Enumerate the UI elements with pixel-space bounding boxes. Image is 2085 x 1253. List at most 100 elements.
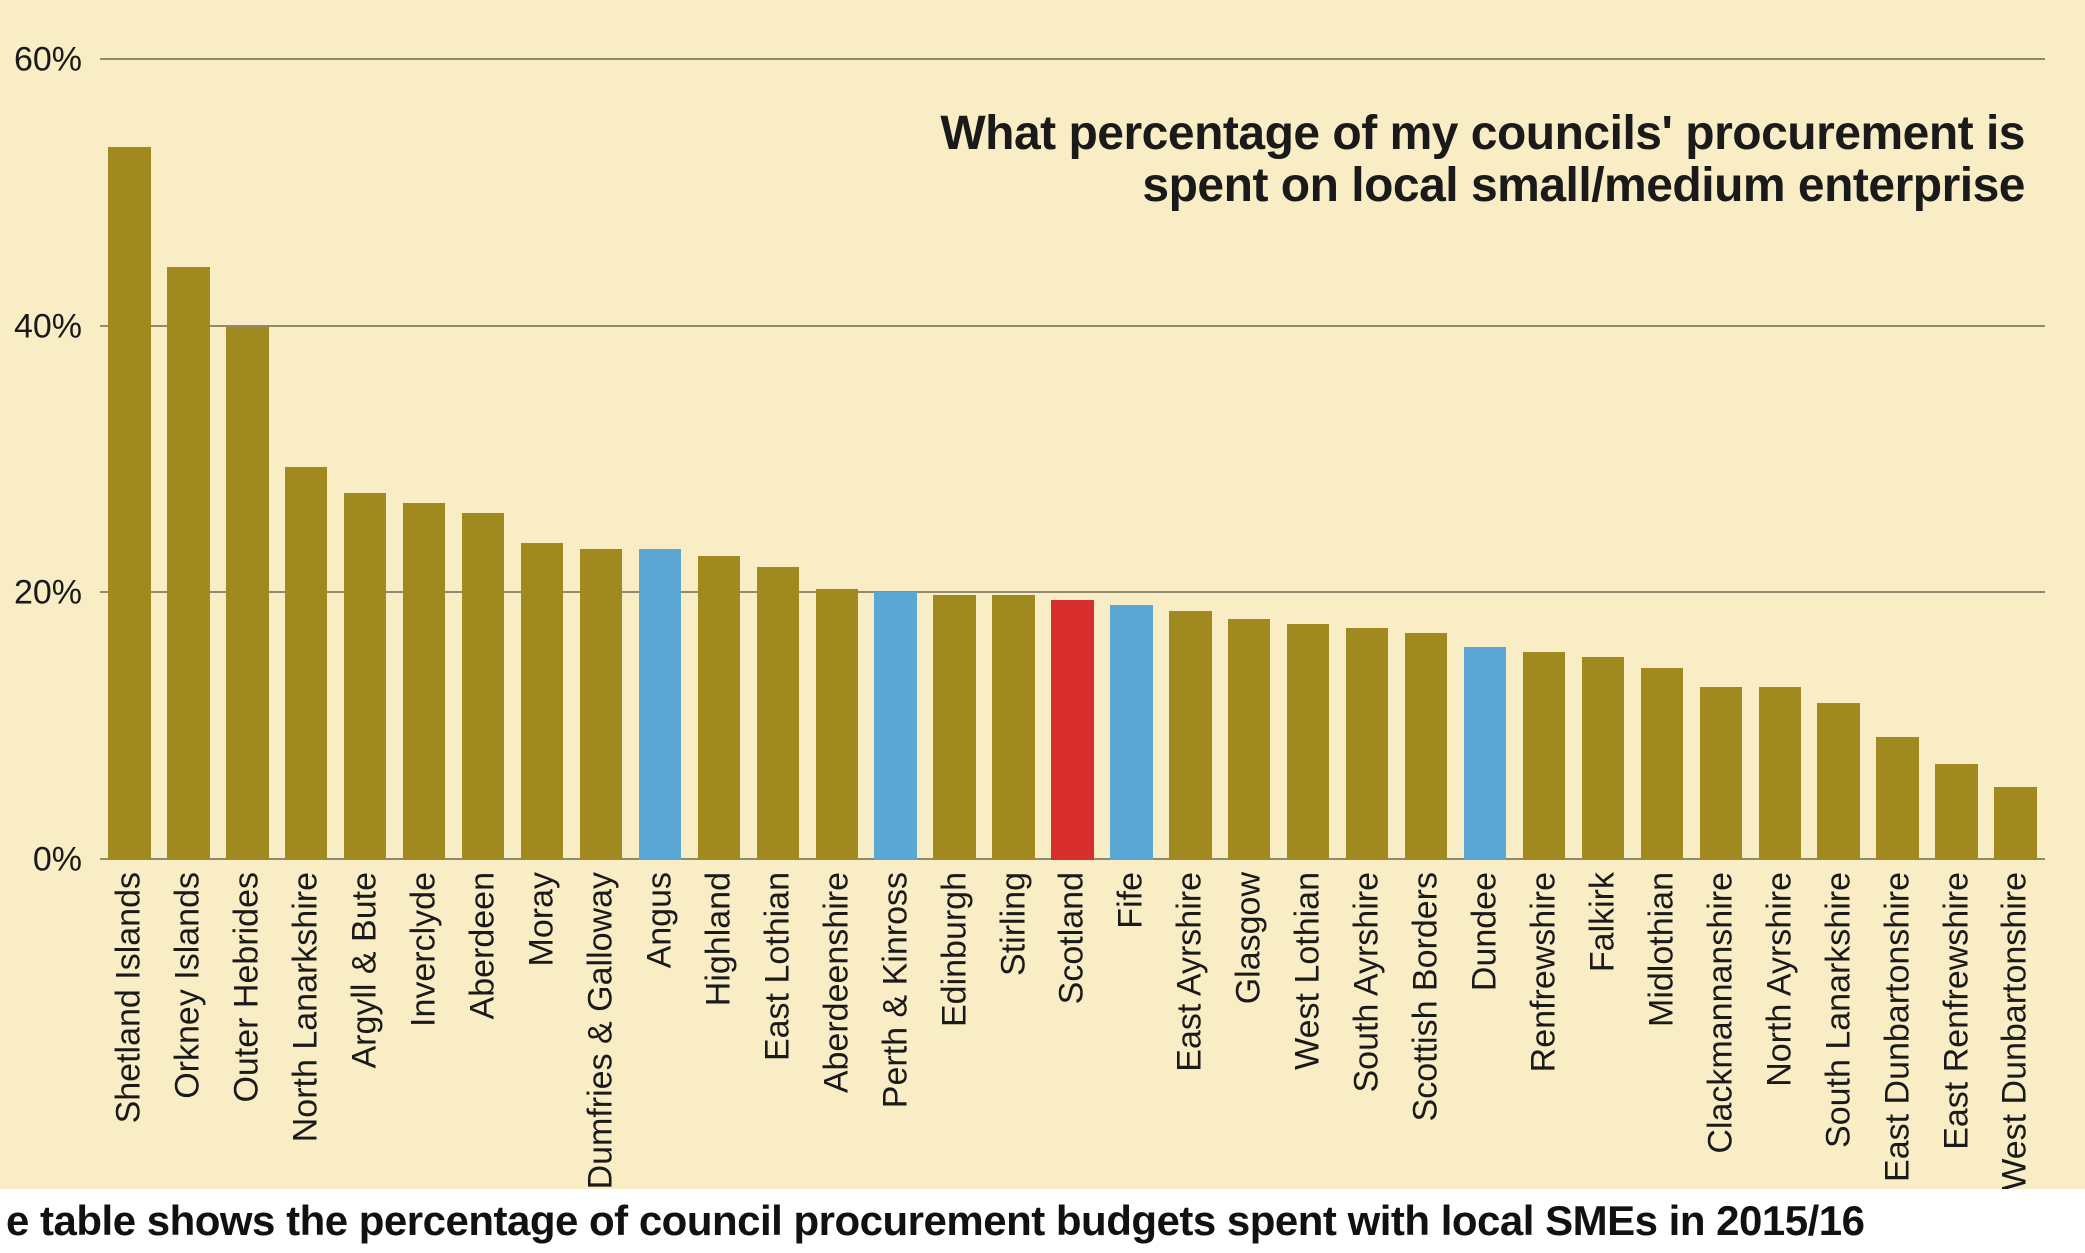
x-label-slot: East Ayrshire <box>1161 872 1220 1192</box>
bar <box>580 549 622 860</box>
bar-slot <box>277 60 336 860</box>
x-label: Outer Hebrides <box>228 872 267 1103</box>
x-label-slot: Midlothian <box>1632 872 1691 1192</box>
y-tick-label: 40% <box>14 307 82 346</box>
bar <box>1464 647 1506 860</box>
x-label-slot: East Lothian <box>748 872 807 1192</box>
x-label: South Ayrshire <box>1348 872 1387 1093</box>
bar <box>757 567 799 860</box>
x-label-slot: West Dunbartonshire <box>1986 872 2045 1192</box>
x-label-slot: Renfrewshire <box>1515 872 1574 1192</box>
x-label: East Renfrewshire <box>1937 872 1976 1150</box>
x-label-slot: North Ayrshire <box>1750 872 1809 1192</box>
x-label: North Lanarkshire <box>287 872 326 1142</box>
bar-slot <box>807 60 866 860</box>
x-label: Midlothian <box>1642 872 1681 1027</box>
x-label-slot: Dumfries & Galloway <box>572 872 631 1192</box>
x-label: Renfrewshire <box>1524 872 1563 1072</box>
x-label-slot: Perth & Kinross <box>866 872 925 1192</box>
x-label: Edinburgh <box>935 872 974 1027</box>
x-label-slot: Angus <box>630 872 689 1192</box>
x-label-slot: Clackmannanshire <box>1691 872 1750 1192</box>
x-label: East Lothian <box>758 872 797 1061</box>
x-label: Argyll & Bute <box>346 872 385 1069</box>
x-label-slot: West Lothian <box>1279 872 1338 1192</box>
x-label: South Lanarkshire <box>1819 872 1858 1148</box>
bar-slot <box>395 60 454 860</box>
x-label: North Ayrshire <box>1760 872 1799 1087</box>
x-label: Shetland Islands <box>110 872 149 1123</box>
x-label: Glasgow <box>1230 872 1269 1004</box>
x-label-slot: East Dunbartonshire <box>1868 872 1927 1192</box>
bar <box>226 327 268 860</box>
x-label: Clackmannanshire <box>1701 872 1740 1154</box>
bar <box>1169 611 1211 860</box>
bar <box>1935 764 1977 860</box>
x-label: Dundee <box>1466 872 1505 991</box>
x-label: Highland <box>699 872 738 1006</box>
x-label: Dumfries & Galloway <box>581 872 620 1189</box>
x-label-slot: Inverclyde <box>395 872 454 1192</box>
chart-title-line1: What percentage of my councils' procurem… <box>940 107 2025 160</box>
bar <box>874 592 916 860</box>
caption-bar: e table shows the percentage of council … <box>0 1189 2085 1253</box>
bar-slot <box>572 60 631 860</box>
bar <box>462 513 504 860</box>
x-label: Scotland <box>1053 872 1092 1004</box>
x-label-slot: Shetland Islands <box>100 872 159 1192</box>
x-label-slot: Argyll & Bute <box>336 872 395 1192</box>
x-label-slot: Falkirk <box>1573 872 1632 1192</box>
bar <box>1287 624 1329 860</box>
bar <box>816 589 858 860</box>
bar <box>1700 687 1742 860</box>
y-tick-label: 20% <box>14 574 82 613</box>
bar <box>1994 787 2036 860</box>
x-label: East Ayrshire <box>1171 872 1210 1072</box>
bar-slot <box>336 60 395 860</box>
bar <box>403 503 445 860</box>
bar <box>1110 605 1152 860</box>
x-label: Inverclyde <box>405 872 444 1027</box>
x-label-slot: South Ayrshire <box>1338 872 1397 1192</box>
x-label-slot: East Renfrewshire <box>1927 872 1986 1192</box>
x-label: Falkirk <box>1583 872 1622 972</box>
y-tick-label: 60% <box>14 41 82 80</box>
x-label-slot: Aberdeenshire <box>807 872 866 1192</box>
x-label-slot: Outer Hebrides <box>218 872 277 1192</box>
bar <box>933 595 975 860</box>
bar <box>1523 652 1565 860</box>
bar <box>1876 737 1918 860</box>
bar <box>167 267 209 860</box>
x-label: Aberdeenshire <box>817 872 856 1093</box>
bar <box>1346 628 1388 860</box>
x-label-slot: North Lanarkshire <box>277 872 336 1192</box>
x-label-slot: Fife <box>1102 872 1161 1192</box>
chart-container: 0%20%40%60% Shetland IslandsOrkney Islan… <box>0 0 2085 1253</box>
x-labels-row: Shetland Islands Orkney Islands Outer Hebr… <box>100 872 2045 1192</box>
x-label-slot: Orkney Islands <box>159 872 218 1192</box>
chart-title: What percentage of my councils' procurem… <box>940 108 2025 212</box>
bar <box>1817 703 1859 860</box>
x-label-slot: Scotland <box>1043 872 1102 1192</box>
x-label: West Dunbartonshire <box>1996 872 2035 1191</box>
bar <box>1405 633 1447 860</box>
bar <box>1759 687 1801 860</box>
x-label: Moray <box>523 872 562 966</box>
bar <box>521 543 563 860</box>
x-label-slot: Dundee <box>1456 872 1515 1192</box>
x-label: Aberdeen <box>464 872 503 1019</box>
bar <box>639 549 681 860</box>
bar <box>1582 657 1624 860</box>
x-label-slot: Moray <box>513 872 572 1192</box>
bar <box>698 556 740 860</box>
x-label: Fife <box>1112 872 1151 929</box>
bar-slot <box>218 60 277 860</box>
x-label: East Dunbartonshire <box>1878 872 1917 1182</box>
bar-slot <box>513 60 572 860</box>
x-label-slot: Scottish Borders <box>1397 872 1456 1192</box>
bar <box>992 595 1034 860</box>
bar-slot <box>454 60 513 860</box>
x-label: Stirling <box>994 872 1033 976</box>
bar <box>108 147 150 860</box>
x-label-slot: Edinburgh <box>925 872 984 1192</box>
